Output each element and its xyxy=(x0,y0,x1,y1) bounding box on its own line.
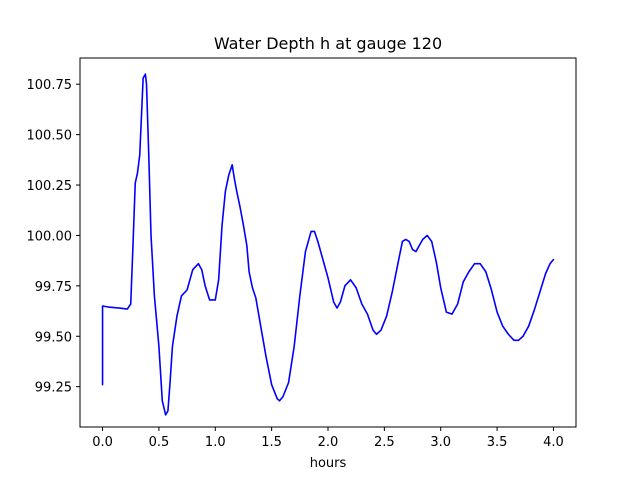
plot-area: 0.0 0.5 1.0 1.5 2.0 2.5 3.0 3.5 4.0 99.25 99.50 99.… xyxy=(27,57,577,450)
y-tick-label: 100.50 xyxy=(27,129,73,144)
y-tick-label: 99.75 xyxy=(35,280,72,295)
x-tick-label: 1.0 xyxy=(205,435,226,450)
y-tick-label: 100.25 xyxy=(27,179,73,194)
x-tick-label: 1.5 xyxy=(261,435,282,450)
x-tick-label: 3.0 xyxy=(430,435,451,450)
x-tick-label: 0.0 xyxy=(92,435,113,450)
x-axis-label: hours xyxy=(310,456,347,471)
series-line-0 xyxy=(101,73,555,416)
y-tick-label: 99.25 xyxy=(35,381,72,396)
x-tick-label: 2.0 xyxy=(318,435,339,450)
x-tick-label: 4.0 xyxy=(543,435,564,450)
y-tick-label: 99.50 xyxy=(35,330,72,345)
chart-title: Water Depth h at gauge 120 xyxy=(214,34,442,53)
x-tick-label: 3.5 xyxy=(487,435,508,450)
x-tick-label: 0.5 xyxy=(149,435,170,450)
x-tick-label: 2.5 xyxy=(374,435,395,450)
plot-frame xyxy=(79,57,577,428)
y-tick-label: 100.00 xyxy=(27,229,73,244)
y-tick-label: 100.75 xyxy=(27,78,73,93)
